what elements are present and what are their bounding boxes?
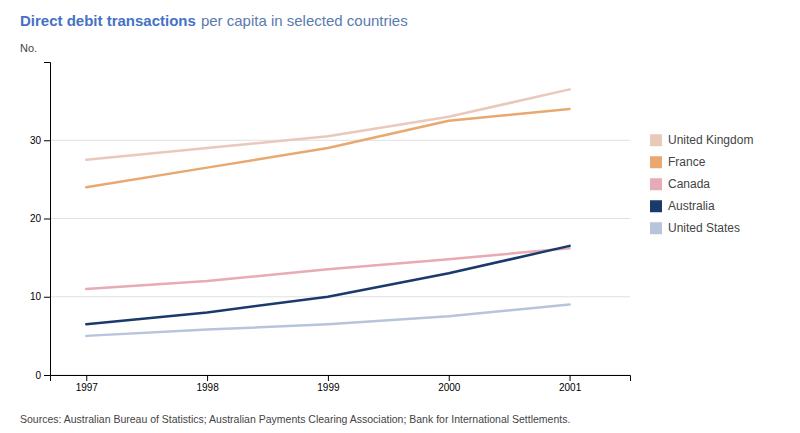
y-tick-mark	[44, 375, 50, 376]
legend-label: United States	[668, 221, 740, 235]
x-tick-mark	[328, 375, 329, 381]
legend-item: Canada	[650, 177, 710, 191]
legend-item: Australia	[650, 199, 715, 213]
x-tick: 2000	[438, 375, 461, 393]
annotation: Sources: Australian Bureau of Statistics…	[20, 413, 570, 425]
x-tick-label: 1997	[76, 382, 99, 393]
y-tick-label: 20	[30, 213, 42, 224]
y-tick-mark	[44, 297, 50, 298]
series-line	[86, 248, 569, 289]
x-tick-label: 1998	[196, 382, 219, 393]
x-tick-label: 2001	[559, 382, 582, 393]
series-line	[86, 109, 569, 187]
y-tick: 0	[35, 370, 50, 381]
legend-swatch	[650, 222, 662, 234]
grid-line	[50, 296, 630, 297]
grid	[50, 140, 630, 375]
y-axis-label: No.	[20, 42, 37, 54]
y-tick-mark	[44, 140, 50, 141]
y-tick: 10	[30, 291, 50, 302]
legend: United Kingdom France Canada Australia Unite…	[650, 133, 753, 235]
legend-label: Australia	[668, 199, 715, 213]
y-tick: 30	[30, 135, 50, 146]
plot: 1997 1998 1999 2000 2001 0 10 20 30	[30, 63, 631, 394]
chart: 1997 1998 1999 2000 2001 0 10 20 30 No. Direct deb…	[0, 0, 800, 433]
y-axis: 0 10 20 30	[30, 63, 51, 381]
y-tick-mark	[44, 219, 50, 220]
legend-item: France	[650, 155, 706, 169]
x-tick-label: 2000	[438, 382, 461, 393]
x-tick: 1999	[317, 375, 340, 393]
lines	[86, 89, 569, 335]
grid-line	[50, 140, 630, 141]
y-tick-label: 0	[35, 370, 41, 381]
grid-line	[50, 218, 630, 219]
legend-swatch	[650, 178, 662, 190]
x-tick-label: 1999	[317, 382, 340, 393]
legend-swatch	[650, 134, 662, 146]
legend-item: United States	[650, 221, 740, 235]
x-tick: 1997	[76, 375, 99, 393]
y-axis-line	[44, 63, 51, 376]
legend-swatch	[650, 156, 662, 168]
x-tick-mark	[449, 375, 450, 381]
legend-label: France	[668, 155, 706, 169]
y-tick-label: 10	[30, 291, 42, 302]
x-axis: 1997 1998 1999 2000 2001	[51, 375, 631, 393]
subtitle: per capita in selected countries	[201, 12, 408, 29]
x-tick-mark	[86, 375, 87, 381]
x-tick-mark	[207, 375, 208, 381]
x-tick: 2001	[559, 375, 582, 393]
x-axis-line	[51, 376, 631, 382]
x-tick-mark	[570, 375, 571, 381]
legend-item: United Kingdom	[650, 133, 753, 147]
series-line	[86, 305, 569, 336]
legend-label: United Kingdom	[668, 133, 753, 147]
title: Direct debit transactions	[20, 12, 196, 29]
legend-label: Canada	[668, 177, 710, 191]
title-line: Direct debit transactions per capita in s…	[20, 12, 408, 29]
legend-swatch	[650, 200, 662, 212]
x-tick: 1998	[196, 375, 219, 393]
y-tick-label: 30	[30, 135, 42, 146]
y-tick: 20	[30, 213, 50, 224]
